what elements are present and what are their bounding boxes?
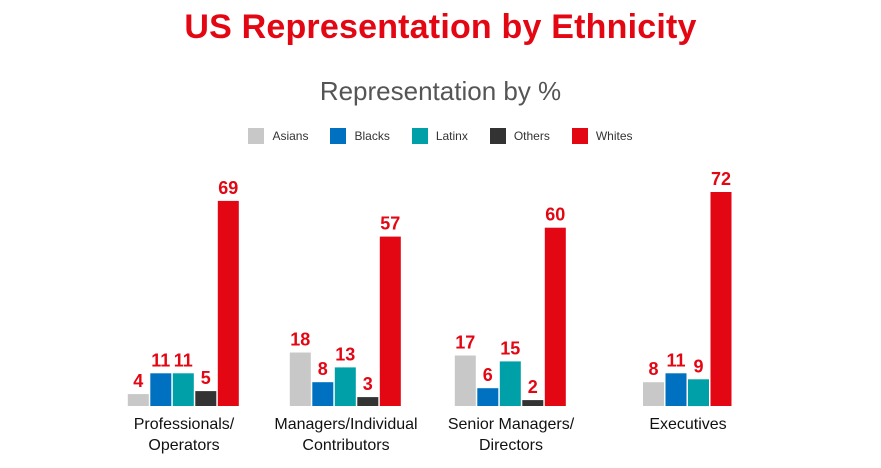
category-label-3-line-1: Senior Managers/ <box>448 416 575 433</box>
category-label-2-line-2: Contributors <box>302 437 389 454</box>
legend: Asians Blacks Latinx Others Whites <box>0 128 881 144</box>
value-label-latinx-4: 9 <box>693 356 703 376</box>
legend-item-latinx: Latinx <box>411 128 468 144</box>
legend-label-whites: Whites <box>595 129 633 143</box>
value-label-blacks-4: 11 <box>666 350 685 370</box>
value-label-asians-1: 4 <box>133 371 143 391</box>
chart-title: US Representation by Ethnicity <box>184 8 697 46</box>
bar-whites-3 <box>544 227 566 406</box>
bar-whites-2 <box>379 236 401 406</box>
category-label-3-line-2: Directors <box>479 437 543 454</box>
bar-blacks-2 <box>312 382 334 406</box>
value-label-others-1: 5 <box>201 368 211 388</box>
bar-blacks-1 <box>150 373 172 406</box>
legend-item-others: Others <box>489 128 550 144</box>
bar-asians-4 <box>643 382 664 406</box>
value-label-blacks-2: 8 <box>318 359 328 379</box>
bar-blacks-3 <box>477 388 499 406</box>
bar-others-1 <box>195 391 217 406</box>
category-label-1-line-2: Operators <box>148 437 219 454</box>
bar-asians-2 <box>289 352 311 406</box>
bar-blacks-4 <box>665 373 687 406</box>
legend-item-asians: Asians <box>248 128 308 144</box>
value-label-asians-4: 8 <box>648 359 658 379</box>
value-label-whites-3: 60 <box>545 205 565 225</box>
value-label-others-2: 3 <box>363 374 373 394</box>
bar-latinx-2 <box>334 367 356 406</box>
legend-label-others: Others <box>513 129 550 143</box>
value-label-asians-3: 17 <box>455 333 475 353</box>
bar-latinx-1 <box>172 373 194 406</box>
chart-subtitle: Representation by % <box>319 76 562 106</box>
value-label-whites-1: 69 <box>218 178 238 198</box>
bar-others-2 <box>357 397 379 406</box>
bar-whites-1 <box>217 200 239 406</box>
bar-latinx-3 <box>499 361 521 406</box>
legend-swatch-whites <box>571 128 588 144</box>
legend-swatch-latinx <box>411 128 428 144</box>
value-label-others-3: 2 <box>528 377 538 397</box>
value-label-blacks-1: 11 <box>151 350 170 370</box>
legend-item-whites: Whites <box>571 128 633 144</box>
value-label-whites-2: 57 <box>380 214 400 234</box>
value-label-blacks-3: 6 <box>483 365 493 385</box>
bar-others-3 <box>522 400 544 406</box>
bar-latinx-4 <box>688 379 709 407</box>
legend-item-blacks: Blacks <box>330 128 390 144</box>
value-label-whites-4: 72 <box>711 169 731 189</box>
category-label-1-line-1: Professionals/ <box>134 416 235 433</box>
legend-label-blacks: Blacks <box>354 129 390 143</box>
value-label-latinx-2: 13 <box>335 344 355 364</box>
bar-asians-3 <box>454 355 476 406</box>
value-label-latinx-1: 11 <box>174 350 193 370</box>
legend-swatch-asians <box>248 128 265 144</box>
legend-label-latinx: Latinx <box>435 129 468 143</box>
legend-swatch-others <box>489 128 506 144</box>
bar-whites-4 <box>710 192 732 406</box>
legend-swatch-blacks <box>330 128 347 144</box>
legend-label-asians: Asians <box>272 129 309 143</box>
value-label-latinx-3: 15 <box>500 338 520 358</box>
category-label-4-line-1: Executives <box>649 416 726 433</box>
value-label-asians-2: 18 <box>290 330 310 350</box>
bar-asians-1 <box>127 394 149 406</box>
category-label-2-line-1: Managers/Individual <box>274 416 417 433</box>
